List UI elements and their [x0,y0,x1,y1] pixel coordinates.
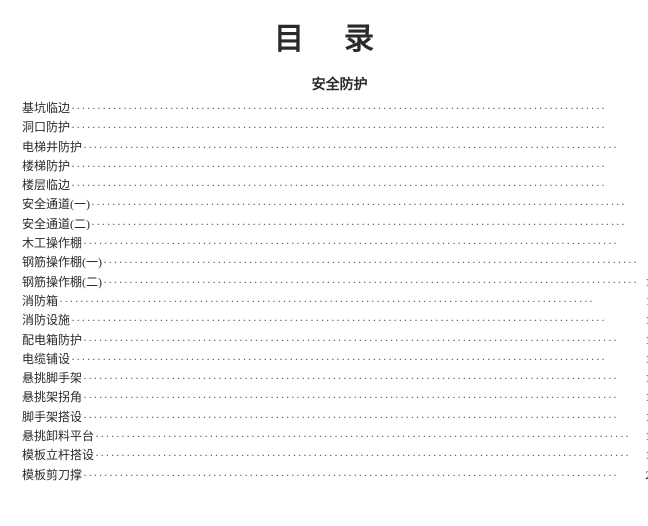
leader-dots [71,160,638,172]
toc-row: 悬挑脚手架 15 [22,372,648,384]
toc-row: 木工操作棚 8 [22,237,648,249]
leader-dots [83,469,638,481]
toc-page-number: 7 [639,218,648,230]
toc-page-number: 6 [639,198,648,210]
toc-label: 木工操作棚 [22,237,82,249]
page-title: 目录 [18,14,630,58]
toc-row: 钢筋操作棚(一) 9 [22,256,648,268]
toc-row: 消防箱 11 [22,295,648,307]
toc-page-number: 8 [639,237,648,249]
toc-label: 消防设施 [22,314,70,326]
toc-label: 模板立杆搭设 [22,449,94,461]
toc-row: 楼层临边 5 [22,179,648,191]
toc-label: 安全通道(一) [22,198,90,210]
toc-label: 悬挑卸料平台 [22,430,94,442]
toc-label: 电缆铺设 [22,353,70,365]
toc-row: 电梯井防护 3 [22,141,648,153]
leader-dots [91,198,638,210]
toc-row: 悬挑卸料平台 18 [22,430,648,442]
toc-columns: 安全防护基坑临边1洞口防护2电梯井防护3楼梯防护4楼层临边5安全通道(一)6安全… [18,70,630,526]
leader-dots [83,237,638,249]
toc-label: 消防箱 [22,295,58,307]
toc-label: 楼层临边 [22,179,70,191]
leader-dots [71,179,638,191]
toc-page-number: 18 [639,430,648,442]
toc-row: 安全通道(一) 6 [22,198,648,210]
toc-row: 脚手架搭设 17 [22,411,648,423]
toc-page-number: 20 [639,469,648,481]
toc-label: 楼梯防护 [22,160,70,172]
toc-row: 模板立杆搭设 19 [22,449,648,461]
leader-dots [83,372,638,384]
leader-dots [71,121,638,133]
toc-page-number: 13 [639,334,648,346]
toc-page-number: 19 [639,449,648,461]
toc-page-number: 1 [639,102,648,114]
toc-page-number: 5 [639,179,648,191]
toc-label: 钢筋操作棚(一) [22,256,102,268]
toc-page-number: 4 [639,160,648,172]
toc-page-number: 9 [639,256,648,268]
toc-page-number: 14 [639,353,648,365]
leader-dots [71,353,638,365]
leader-dots [91,218,638,230]
leader-dots [95,430,638,442]
leader-dots [71,314,638,326]
toc-label: 悬挑脚手架 [22,372,82,384]
leader-dots [103,256,638,268]
leader-dots [83,334,638,346]
toc-row: 消防设施 12 [22,314,648,326]
toc-label: 脚手架搭设 [22,411,82,423]
toc-row: 模板剪刀撑 20 [22,469,648,481]
toc-row: 钢筋操作棚(二) 10 [22,276,648,288]
leader-dots [83,391,638,403]
leader-dots [95,449,638,461]
toc-label: 模板剪刀撑 [22,469,82,481]
leader-dots [83,411,638,423]
leader-dots [59,295,638,307]
toc-row: 基坑临边 1 [22,102,648,114]
toc-row: 楼梯防护 4 [22,160,648,172]
leader-dots [103,276,638,288]
toc-page-number: 11 [639,295,648,307]
toc-page-number: 17 [639,411,648,423]
toc-page-number: 12 [639,314,648,326]
toc-page: 目录 安全防护基坑临边1洞口防护2电梯井防护3楼梯防护4楼层临边5安全通道(一)… [0,0,648,526]
toc-label: 安全通道(二) [22,218,90,230]
toc-page-number: 2 [639,121,648,133]
toc-page-number: 10 [639,276,648,288]
toc-row: 悬挑架拐角 16 [22,391,648,403]
toc-column: 安全防护基坑临边1洞口防护2电梯井防护3楼梯防护4楼层临边5安全通道(一)6安全… [18,70,648,526]
toc-label: 基坑临边 [22,102,70,114]
leader-dots [83,141,638,153]
toc-row: 安全通道(二) 7 [22,218,648,230]
toc-label: 电梯井防护 [22,141,82,153]
toc-row: 电缆铺设 14 [22,353,648,365]
toc-row: 洞口防护 2 [22,121,648,133]
toc-label: 洞口防护 [22,121,70,133]
toc-page-number: 16 [639,391,648,403]
toc-label: 钢筋操作棚(二) [22,276,102,288]
toc-label: 悬挑架拐角 [22,391,82,403]
leader-dots [71,102,638,114]
toc-row: 配电箱防护 13 [22,334,648,346]
toc-page-number: 3 [639,141,648,153]
section-heading: 安全防护 [22,74,648,94]
toc-label: 配电箱防护 [22,334,82,346]
toc-page-number: 15 [639,372,648,384]
